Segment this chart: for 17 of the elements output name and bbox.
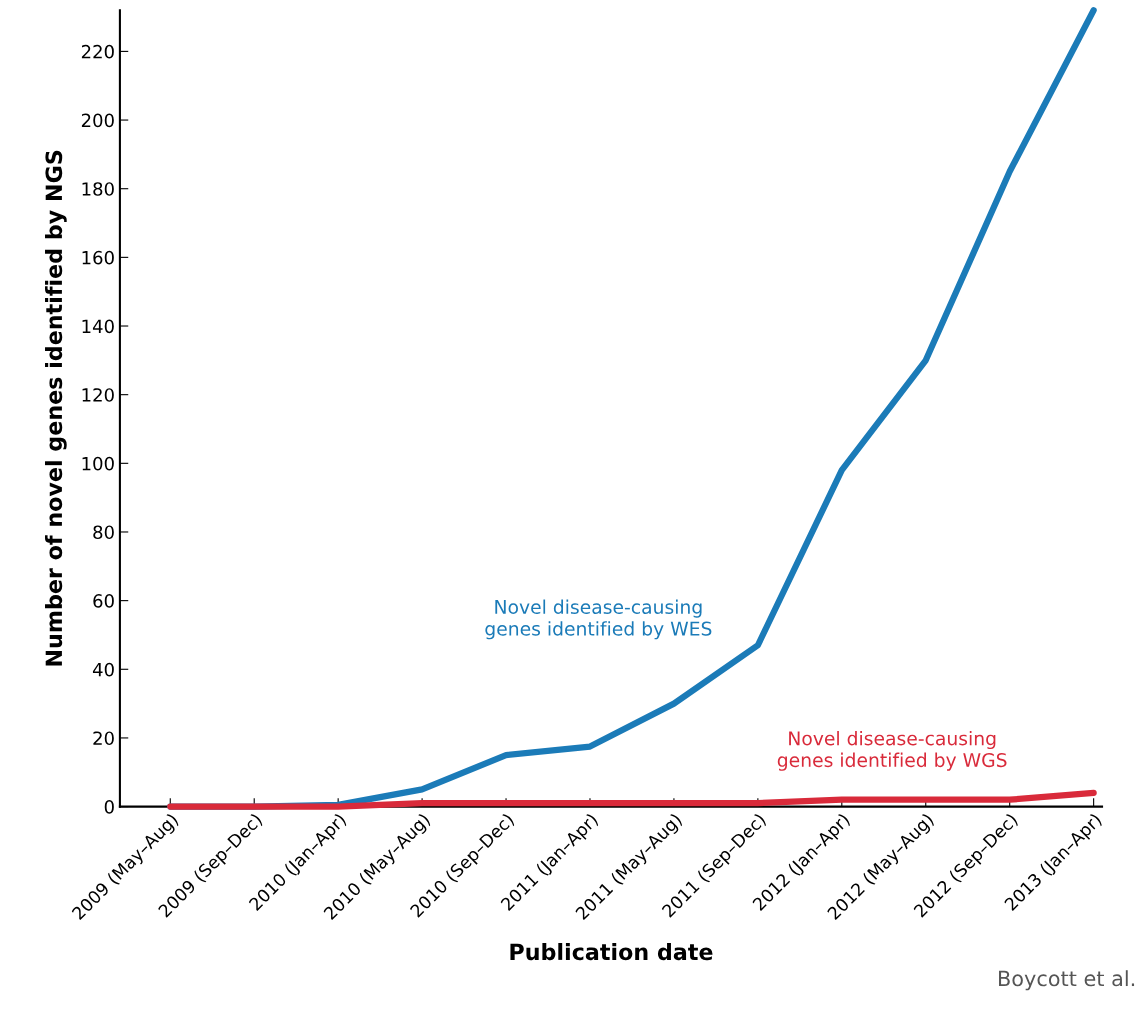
y-tick-label: 180 (82, 182, 114, 196)
y-tick-label: 120 (82, 388, 114, 402)
y-tick-label: 220 (81, 44, 114, 59)
y-tick-label: 20 (93, 731, 114, 746)
y-tick-label: 140 (82, 319, 114, 334)
y-tick-label: 160 (82, 250, 114, 265)
series-label: Novel disease-causing genes identified by WES (485, 599, 712, 640)
y-tick-label: 0 (104, 800, 114, 814)
y-tick-label: 60 (93, 594, 114, 608)
series-label: Novel disease-causing genes identified by WGS (777, 730, 1007, 771)
y-tick-label: 200 (81, 113, 114, 128)
y-tick-label: 40 (92, 662, 114, 677)
y-axis-title: Number of novel genes identified by NGS (45, 150, 67, 666)
y-tick-label: 100 (82, 456, 114, 471)
text: Boycott et al. (999, 970, 1135, 991)
y-tick-label: 80 (93, 525, 114, 540)
x-axis-title: Publication date (510, 942, 713, 961)
